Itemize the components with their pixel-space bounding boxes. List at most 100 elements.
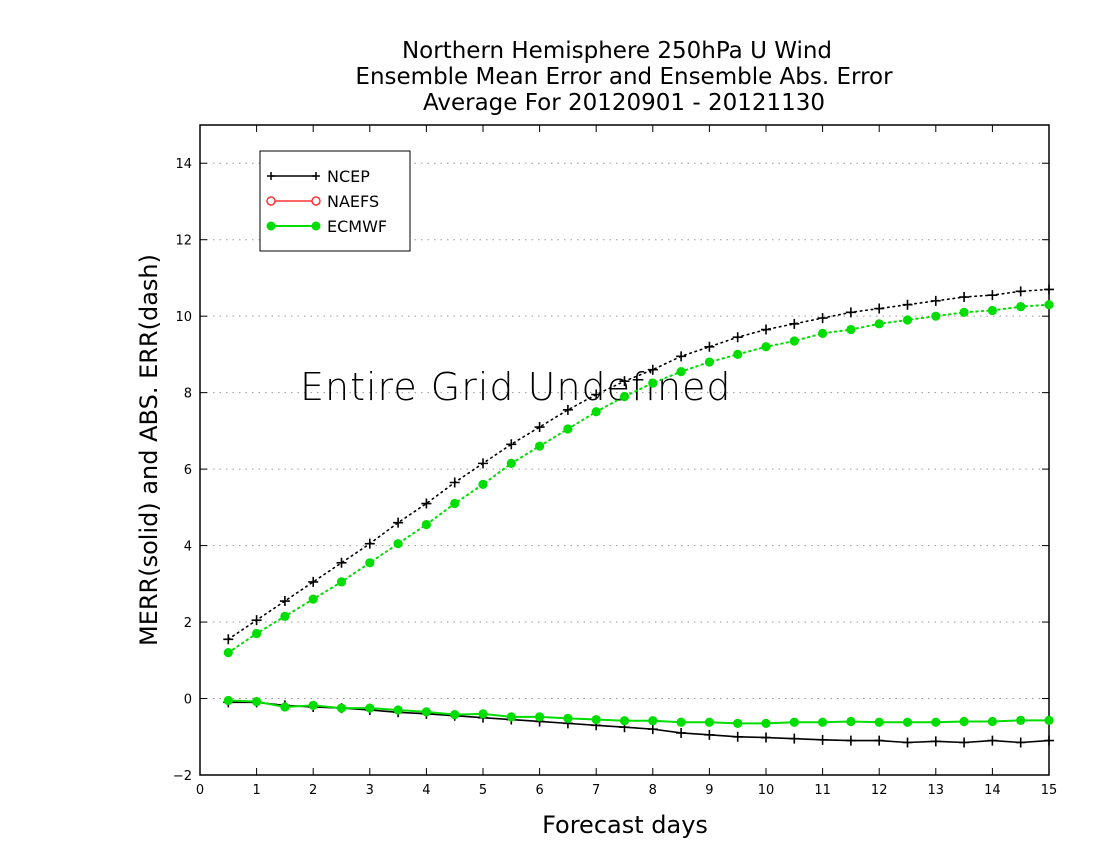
series-line-ecmwf-abs_err <box>227 303 1050 654</box>
point-ecmwf-abs_err-9 <box>478 479 488 490</box>
legend: NCEP NAEFS ECMWF <box>259 150 411 252</box>
point-ncep-mean_err-18 <box>732 731 743 742</box>
point-ncep-abs_err-6 <box>393 517 404 528</box>
point-ncep-abs_err-26 <box>959 292 970 303</box>
point-ecmwf-mean_err-3 <box>308 700 318 711</box>
point-ecmwf-abs_err-5 <box>365 558 375 568</box>
point-ecmwf-mean_err-2 <box>280 702 290 712</box>
point-ncep-mean_err-20 <box>789 733 800 744</box>
x-tick-label-15: 15 <box>1041 783 1058 798</box>
point-ecmwf-mean_err-5 <box>365 703 375 713</box>
point-ecmwf-mean_err-6 <box>393 705 403 715</box>
point-ecmwf-abs_err-27 <box>987 305 998 316</box>
point-ecmwf-mean_err-15 <box>648 716 658 726</box>
point-ecmwf-abs_err-22 <box>846 324 856 335</box>
y-tick-label-7: 12 <box>175 234 192 249</box>
chart-title: Northern Hemisphere 250hPa U Wind Ensemb… <box>355 38 893 116</box>
point-ncep-mean_err-17 <box>704 729 715 740</box>
point-ecmwf-mean_err-8 <box>450 709 460 720</box>
y-tick-label-2: 2 <box>184 616 192 631</box>
point-ncep-abs_err-18 <box>732 332 743 343</box>
point-ecmwf-abs_err-1 <box>252 628 262 639</box>
point-ncep-mean_err-24 <box>902 737 913 748</box>
title-line-2: Ensemble Mean Error and Ensemble Abs. Er… <box>355 64 893 90</box>
point-ecmwf-abs_err-10 <box>506 458 516 468</box>
point-ecmwf-abs_err-16 <box>676 367 686 377</box>
point-ncep-abs_err-2 <box>279 596 290 607</box>
point-ecmwf-abs_err-17 <box>704 357 715 367</box>
point-ncep-abs_err-19 <box>761 324 771 335</box>
point-ecmwf-abs_err-0 <box>223 648 233 658</box>
point-ecmwf-abs_err-6 <box>393 539 403 549</box>
point-ecmwf-mean_err-9 <box>478 709 488 719</box>
y-axis-label: MERR(solid) and ABS. ERR(dash) <box>135 254 163 646</box>
open-circle-marker-icon <box>311 196 321 206</box>
point-ncep-mean_err-19 <box>761 732 771 743</box>
title-line-3: Average For 20120901 - 20121130 <box>423 90 825 116</box>
point-ecmwf-mean_err-7 <box>421 707 431 717</box>
point-ncep-abs_err-24 <box>902 299 913 310</box>
x-tick-label-10: 10 <box>758 783 775 798</box>
y-tick-label-8: 14 <box>175 157 192 172</box>
point-ecmwf-mean_err-23 <box>874 717 884 727</box>
y-tick-label-1: 0 <box>184 693 192 708</box>
point-ecmwf-mean_err-29 <box>1044 715 1054 725</box>
legend-box <box>259 150 411 252</box>
point-ncep-abs_err-20 <box>789 318 800 329</box>
point-ecmwf-mean_err-11 <box>535 712 545 722</box>
point-ncep-abs_err-3 <box>308 576 319 587</box>
x-tick-label-3: 3 <box>366 783 374 798</box>
point-ncep-abs_err-22 <box>845 307 856 318</box>
point-ecmwf-mean_err-20 <box>789 717 799 727</box>
point-ecmwf-abs_err-13 <box>591 407 601 417</box>
point-ncep-mean_err-23 <box>874 735 885 746</box>
x-tick-label-5: 5 <box>479 783 487 798</box>
point-ncep-abs_err-0 <box>223 634 234 645</box>
y-tick-label-3: 4 <box>184 540 192 555</box>
point-ncep-mean_err-21 <box>817 734 828 745</box>
point-ecmwf-mean_err-14 <box>619 716 630 726</box>
x-axis-label: Forecast days <box>542 811 708 839</box>
point-ncep-abs_err-9 <box>478 458 488 469</box>
legend-label-ecmwf: ECMWF <box>327 217 387 236</box>
point-ecmwf-mean_err-19 <box>761 718 771 728</box>
point-ecmwf-mean_err-28 <box>1016 715 1026 725</box>
point-ncep-abs_err-16 <box>676 351 687 362</box>
point-ncep-abs_err-10 <box>506 439 517 450</box>
point-ncep-abs_err-5 <box>364 538 375 549</box>
point-ecmwf-mean_err-22 <box>846 716 856 727</box>
point-ecmwf-abs_err-23 <box>874 319 884 329</box>
point-ecmwf-abs_err-20 <box>789 336 799 346</box>
x-tick-label-9: 9 <box>705 783 713 798</box>
point-ncep-mean_err-22 <box>845 735 856 746</box>
point-ncep-abs_err-29 <box>1044 284 1054 295</box>
point-ecmwf-mean_err-0 <box>223 695 233 706</box>
point-ncep-mean_err-29 <box>1044 735 1054 746</box>
y-tick-label-6: 10 <box>175 310 192 325</box>
series-line-ncep-abs_err <box>227 288 1050 641</box>
x-tick-label-1: 1 <box>252 783 260 798</box>
point-ncep-mean_err-25 <box>930 736 941 747</box>
x-tick-label-4: 4 <box>422 783 430 798</box>
legend-item-naefs: NAEFS <box>266 192 379 211</box>
y-axis-ticks: −2 0 2 4 6 8 10 12 14 <box>173 157 1049 784</box>
point-ecmwf-abs_err-15 <box>648 378 658 388</box>
series-line-ecmwf-mean_err <box>228 699 1049 725</box>
point-ncep-mean_err-27 <box>987 735 998 746</box>
point-ecmwf-abs_err-28 <box>1016 302 1026 312</box>
point-ecmwf-abs_err-29 <box>1044 300 1054 310</box>
x-tick-label-13: 13 <box>928 783 945 798</box>
point-ncep-abs_err-7 <box>421 498 432 509</box>
x-tick-label-2: 2 <box>309 783 317 798</box>
point-ecmwf-abs_err-3 <box>308 594 318 604</box>
plot-border <box>199 124 1050 776</box>
point-ncep-abs_err-12 <box>562 404 573 415</box>
legend-item-ecmwf: ECMWF <box>266 217 387 236</box>
annotation-text: Entire Grid Undefined <box>300 365 732 409</box>
legend-label-naefs: NAEFS <box>327 192 379 211</box>
point-ecmwf-abs_err-26 <box>959 307 969 317</box>
point-ncep-abs_err-11 <box>534 422 545 433</box>
point-ecmwf-mean_err-17 <box>704 717 715 727</box>
y-tick-label-4: 6 <box>184 463 192 478</box>
point-ecmwf-mean_err-26 <box>959 716 969 727</box>
